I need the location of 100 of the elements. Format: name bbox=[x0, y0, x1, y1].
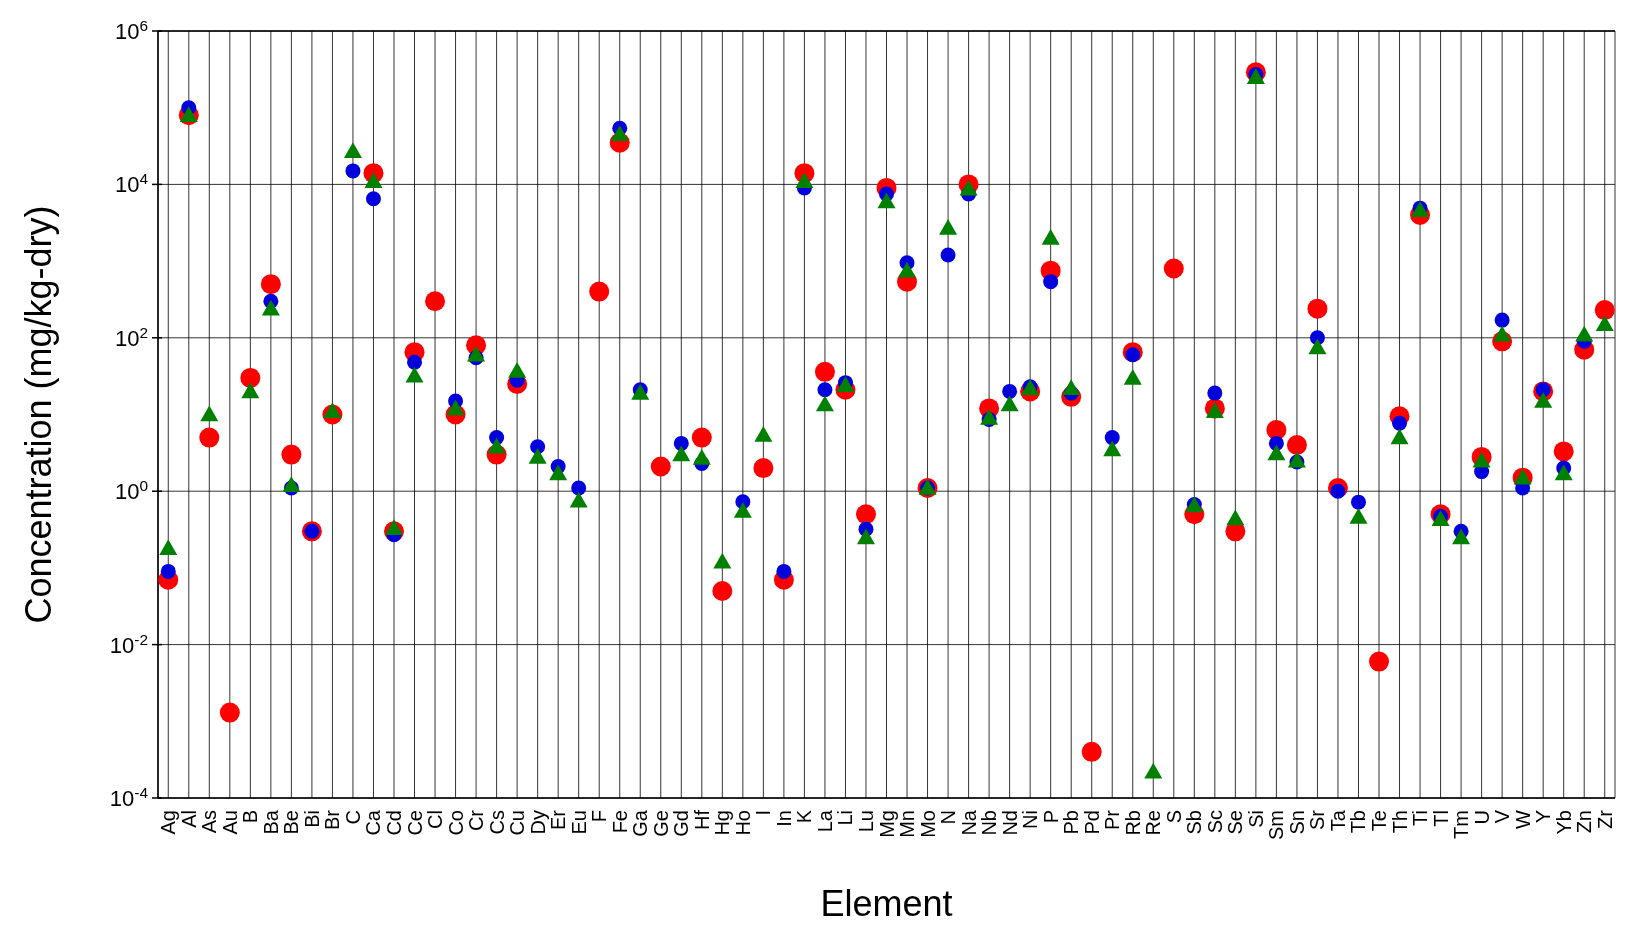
y-tick-label: 10$^{2}$ bbox=[114, 323, 148, 351]
x-tick-label: Ba bbox=[259, 809, 282, 835]
point bbox=[1002, 383, 1018, 399]
x-tick-label: Pb bbox=[1060, 810, 1083, 835]
x-tick-label: Lu bbox=[854, 810, 877, 833]
x-tick-label: W bbox=[1511, 809, 1534, 829]
point bbox=[1392, 415, 1408, 431]
x-tick-label: Nb bbox=[978, 810, 1001, 836]
x-tick-label: Cs bbox=[485, 810, 508, 835]
point bbox=[814, 361, 835, 382]
x-tick-label: Ge bbox=[649, 810, 672, 837]
point bbox=[712, 580, 733, 601]
x-tick-label: Bi bbox=[300, 810, 323, 828]
x-tick-label: Pr bbox=[1101, 809, 1124, 830]
y-tick-label: 10$^{0}$ bbox=[114, 476, 148, 505]
x-tick-label: Si bbox=[1244, 810, 1267, 828]
point bbox=[589, 281, 610, 302]
point bbox=[1207, 385, 1223, 401]
x-tick-label: Cr bbox=[465, 809, 488, 832]
x-tick-label: Sc bbox=[1203, 810, 1226, 834]
x-tick-label: K bbox=[793, 809, 816, 824]
point bbox=[1307, 298, 1328, 319]
x-tick-label: B bbox=[239, 810, 262, 824]
point bbox=[817, 382, 833, 398]
x-tick-label: Te bbox=[1368, 810, 1391, 832]
point bbox=[855, 504, 876, 525]
point bbox=[160, 563, 176, 579]
x-tick-label: In bbox=[772, 810, 795, 827]
x-tick-label: Nd bbox=[998, 810, 1021, 836]
point bbox=[1494, 312, 1510, 328]
x-tick-label: La bbox=[813, 809, 836, 833]
point bbox=[940, 247, 956, 263]
x-tick-label: Hf bbox=[690, 809, 713, 830]
point bbox=[407, 354, 423, 370]
x-tick-label: Fe bbox=[608, 810, 631, 834]
x-tick-label: P bbox=[1039, 810, 1062, 824]
x-tick-label: C bbox=[341, 810, 364, 825]
x-tick-label: Re bbox=[1142, 810, 1165, 836]
x-tick-label: Yb bbox=[1552, 810, 1575, 835]
x-tick-label: Se bbox=[1224, 810, 1247, 835]
point bbox=[365, 191, 381, 207]
x-tick-label: Tm bbox=[1450, 810, 1473, 839]
point bbox=[1163, 258, 1184, 279]
x-tick-label: Co bbox=[444, 810, 467, 836]
x-tick-label: Mo bbox=[916, 810, 939, 838]
x-tick-label: Mg bbox=[875, 810, 898, 838]
x-tick-label: Gd bbox=[670, 810, 693, 837]
point bbox=[691, 427, 712, 448]
x-tick-label: Cl bbox=[424, 810, 447, 829]
x-tick-label: Sb bbox=[1183, 810, 1206, 835]
x-tick-label: S bbox=[1162, 810, 1185, 824]
y-tick-label: 10$^{-2}$ bbox=[109, 630, 148, 658]
x-tick-label: Zn bbox=[1573, 810, 1596, 834]
x-tick-label: Sn bbox=[1285, 810, 1308, 835]
x-axis-title: Element bbox=[820, 883, 953, 924]
y-tick-label: 10$^{6}$ bbox=[114, 16, 148, 44]
point bbox=[1081, 741, 1102, 762]
point bbox=[219, 702, 240, 723]
x-tick-label: Ca bbox=[362, 809, 385, 836]
point bbox=[425, 291, 446, 312]
point bbox=[1286, 435, 1307, 456]
x-tick-label: N bbox=[937, 810, 960, 825]
x-tick-label: Ce bbox=[403, 810, 426, 836]
point bbox=[345, 163, 361, 179]
x-tick-label: Tb bbox=[1347, 810, 1370, 834]
x-tick-label: Eu bbox=[567, 810, 590, 835]
point bbox=[260, 274, 281, 295]
point bbox=[199, 427, 220, 448]
x-tick-label: Ta bbox=[1326, 809, 1349, 832]
x-tick-label: Sm bbox=[1265, 810, 1288, 840]
x-tick-label: Ni bbox=[1019, 810, 1042, 829]
x-tick-label: Li bbox=[834, 810, 857, 826]
point bbox=[1104, 430, 1120, 446]
point bbox=[1350, 494, 1366, 510]
x-tick-label: I bbox=[752, 810, 775, 816]
x-tick-label: Rb bbox=[1121, 810, 1144, 836]
x-tick-label: Tl bbox=[1429, 810, 1452, 827]
point bbox=[650, 456, 671, 477]
x-tick-label: Ti bbox=[1409, 810, 1432, 826]
y-tick-label: 10$^{4}$ bbox=[114, 169, 149, 198]
point bbox=[1553, 441, 1574, 462]
x-tick-label: V bbox=[1491, 809, 1514, 824]
x-tick-label: As bbox=[198, 810, 221, 834]
point bbox=[281, 444, 302, 465]
point bbox=[1369, 651, 1390, 672]
x-tick-label: Y bbox=[1532, 810, 1555, 824]
x-tick-label: Th bbox=[1388, 810, 1411, 834]
x-tick-label: Cd bbox=[382, 810, 405, 836]
point bbox=[673, 435, 689, 451]
x-tick-label: Br bbox=[321, 809, 344, 830]
x-tick-label: Hg bbox=[711, 810, 734, 836]
x-tick-label: Pd bbox=[1080, 810, 1103, 835]
point bbox=[571, 480, 587, 496]
point bbox=[240, 367, 261, 388]
x-tick-label: Zr bbox=[1593, 809, 1616, 829]
x-tick-label: Dy bbox=[526, 810, 549, 835]
x-tick-label: Au bbox=[218, 810, 241, 835]
x-tick-label: Ga bbox=[629, 809, 652, 837]
y-axis-title: Concentration (mg/kg-dry) bbox=[17, 205, 59, 624]
point bbox=[1594, 300, 1615, 321]
